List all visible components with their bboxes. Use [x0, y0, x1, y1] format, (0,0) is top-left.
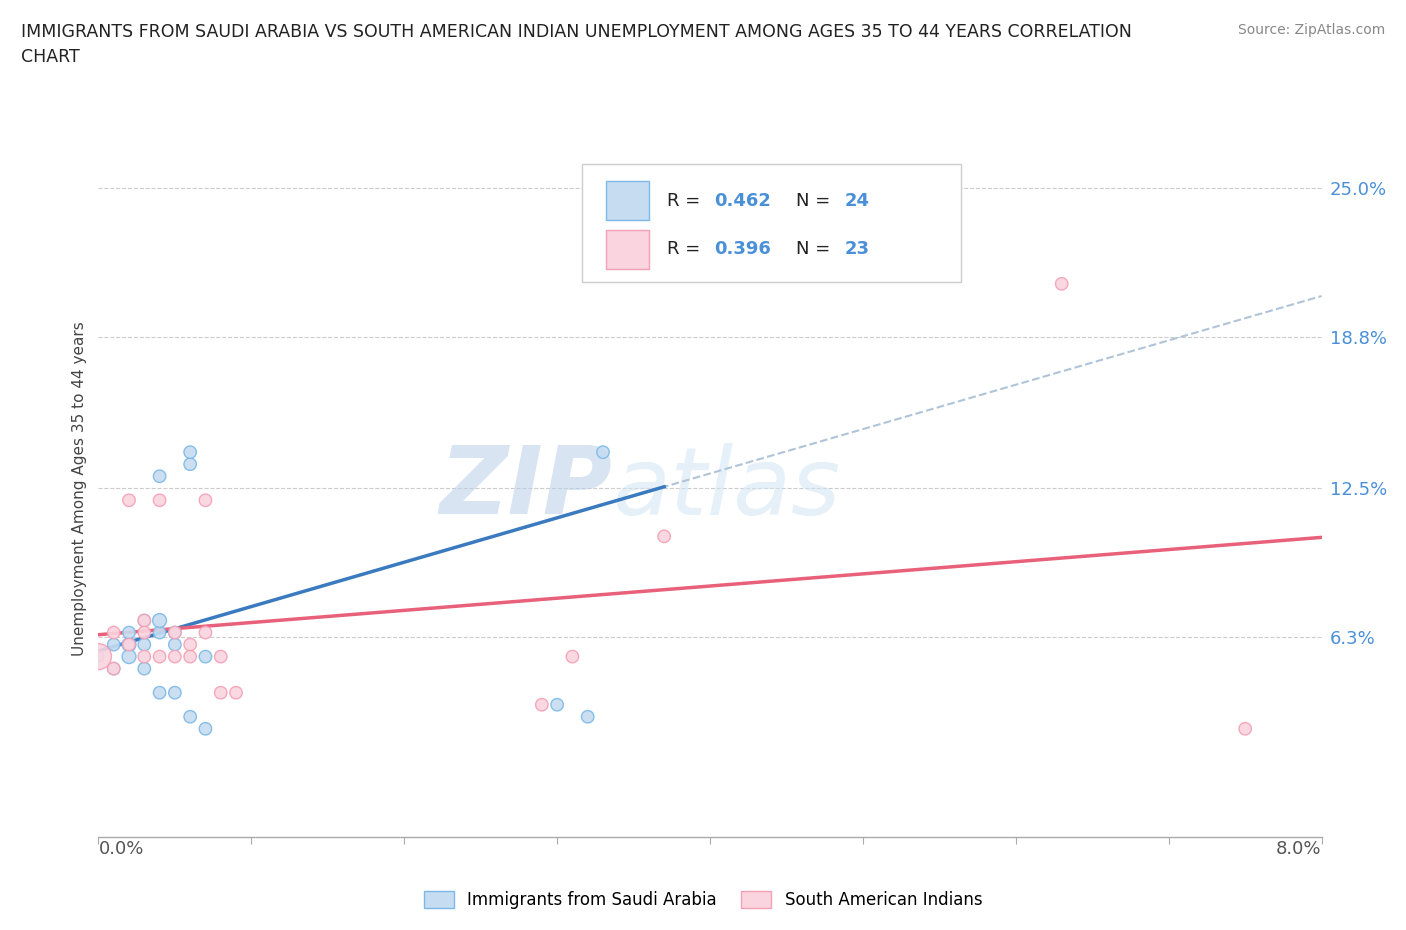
- Point: [149, 649, 172, 664]
- Point: [103, 637, 125, 652]
- Text: Source: ZipAtlas.com: Source: ZipAtlas.com: [1237, 23, 1385, 37]
- Point: [87, 649, 110, 664]
- Point: [149, 625, 172, 640]
- Point: [530, 698, 553, 712]
- Point: [149, 685, 172, 700]
- Point: [1050, 276, 1073, 291]
- Text: 8.0%: 8.0%: [1277, 841, 1322, 858]
- Point: [149, 493, 172, 508]
- Text: 0.462: 0.462: [714, 192, 770, 209]
- Point: [225, 685, 247, 700]
- Point: [118, 649, 141, 664]
- Point: [118, 637, 141, 652]
- Point: [652, 205, 675, 219]
- Point: [103, 661, 125, 676]
- Text: ZIP: ZIP: [439, 443, 612, 534]
- Text: 0.0%: 0.0%: [98, 841, 143, 858]
- Point: [179, 637, 201, 652]
- Point: [194, 649, 217, 664]
- Text: atlas: atlas: [612, 443, 841, 534]
- Text: R =: R =: [668, 192, 706, 209]
- Point: [134, 625, 156, 640]
- Point: [163, 685, 186, 700]
- Point: [163, 649, 186, 664]
- Point: [134, 649, 156, 664]
- Point: [179, 457, 201, 472]
- Y-axis label: Unemployment Among Ages 35 to 44 years: Unemployment Among Ages 35 to 44 years: [72, 321, 87, 656]
- Point: [134, 661, 156, 676]
- Point: [118, 625, 141, 640]
- Text: N =: N =: [796, 192, 835, 209]
- Point: [118, 637, 141, 652]
- Point: [209, 685, 232, 700]
- Point: [576, 710, 599, 724]
- Text: IMMIGRANTS FROM SAUDI ARABIA VS SOUTH AMERICAN INDIAN UNEMPLOYMENT AMONG AGES 35: IMMIGRANTS FROM SAUDI ARABIA VS SOUTH AM…: [21, 23, 1132, 41]
- Point: [134, 637, 156, 652]
- Point: [652, 529, 675, 544]
- Legend: Immigrants from Saudi Arabia, South American Indians: Immigrants from Saudi Arabia, South Amer…: [415, 883, 991, 917]
- Text: CHART: CHART: [21, 48, 80, 66]
- Point: [103, 625, 125, 640]
- Point: [163, 625, 186, 640]
- Text: 0.396: 0.396: [714, 240, 770, 259]
- Point: [118, 493, 141, 508]
- Point: [1234, 722, 1257, 737]
- Point: [163, 637, 186, 652]
- Point: [194, 722, 217, 737]
- Point: [209, 649, 232, 664]
- Point: [194, 625, 217, 640]
- Point: [103, 661, 125, 676]
- Point: [179, 710, 201, 724]
- Text: 23: 23: [845, 240, 869, 259]
- Point: [194, 493, 217, 508]
- Point: [163, 625, 186, 640]
- Point: [592, 445, 614, 459]
- Point: [561, 649, 583, 664]
- Point: [179, 649, 201, 664]
- Point: [149, 613, 172, 628]
- Text: R =: R =: [668, 240, 706, 259]
- Point: [87, 649, 110, 664]
- FancyBboxPatch shape: [582, 164, 960, 283]
- Text: N =: N =: [796, 240, 835, 259]
- Point: [134, 613, 156, 628]
- FancyBboxPatch shape: [606, 181, 648, 219]
- Text: 24: 24: [845, 192, 869, 209]
- Point: [546, 698, 568, 712]
- FancyBboxPatch shape: [606, 230, 648, 269]
- Point: [149, 469, 172, 484]
- Point: [179, 445, 201, 459]
- Point: [134, 613, 156, 628]
